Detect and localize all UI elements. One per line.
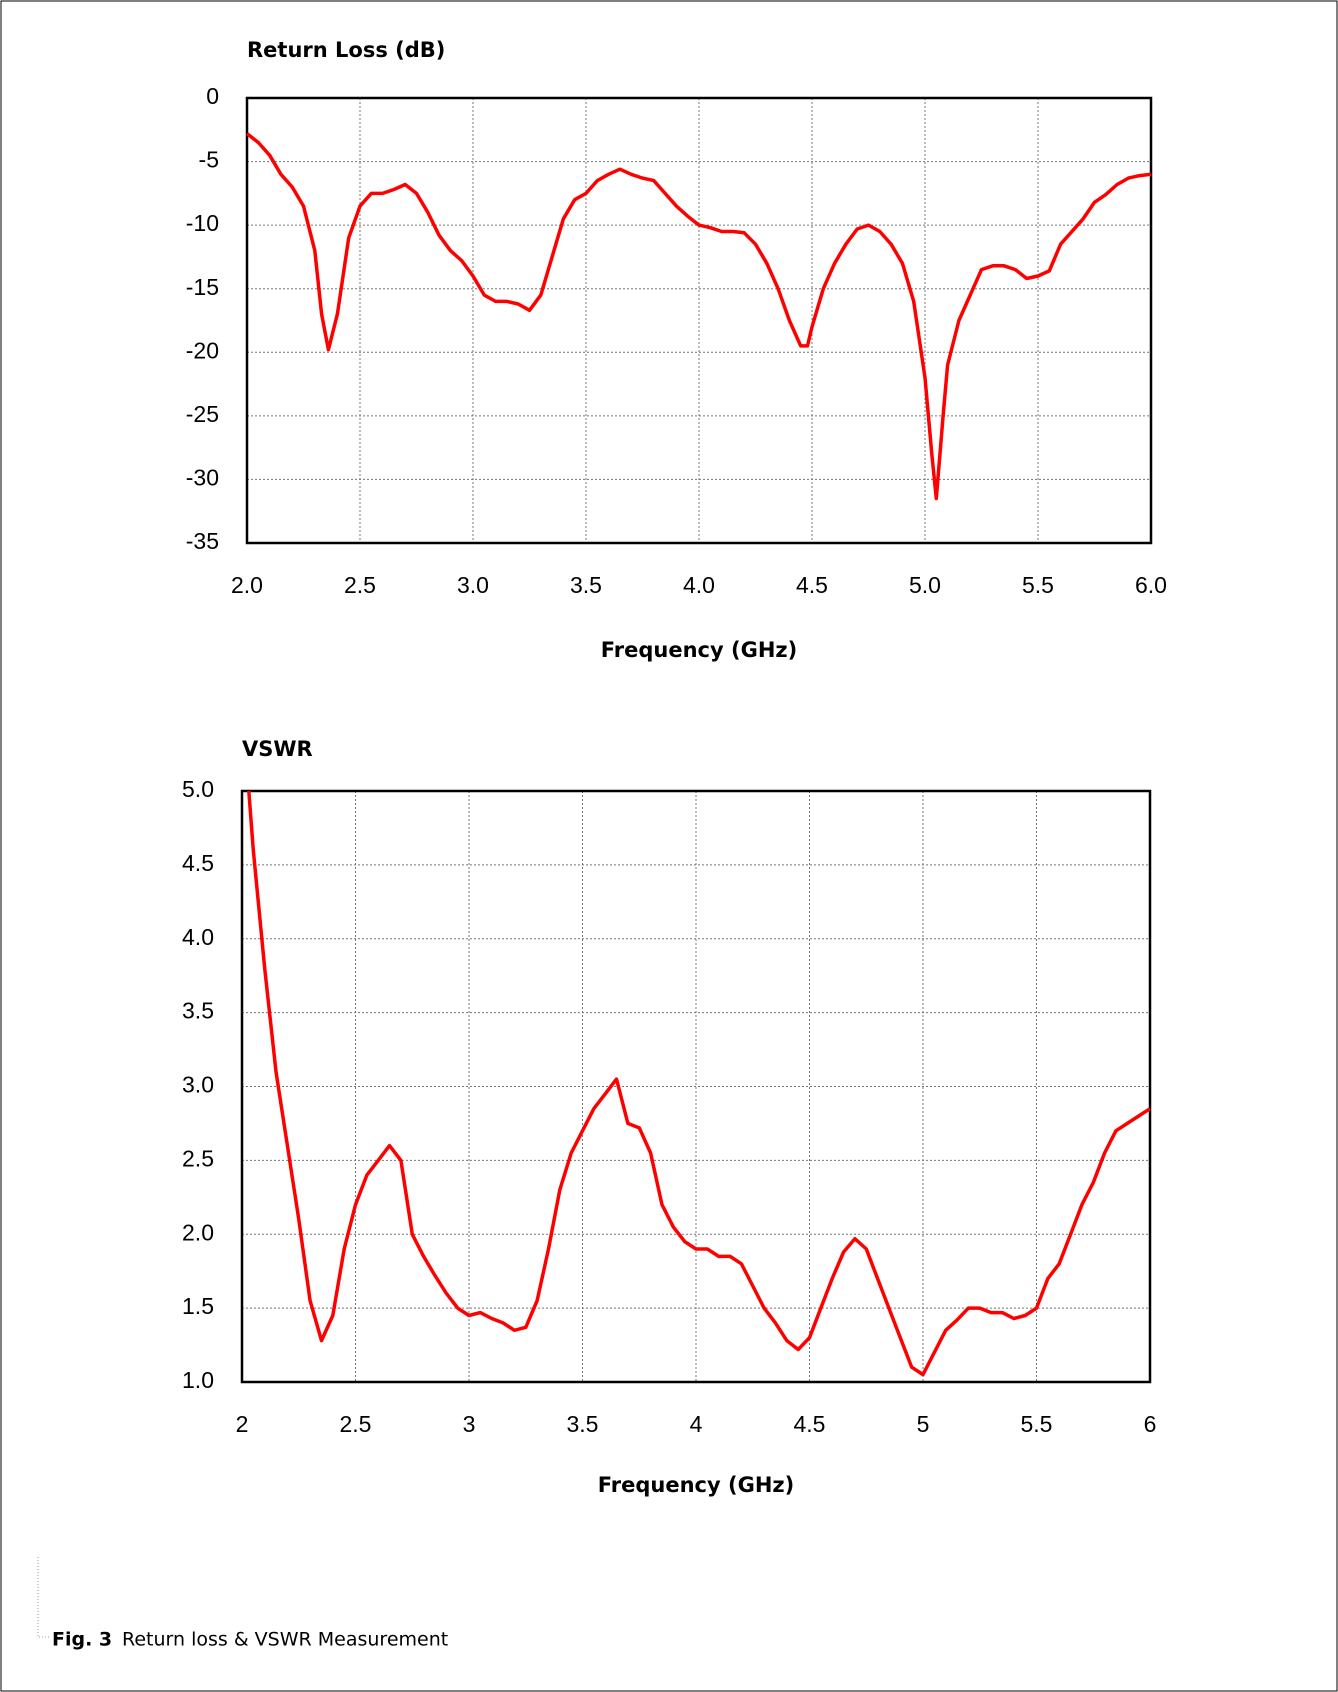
y-tick-label: -20 (186, 337, 219, 363)
x-tick-label: 2.0 (231, 572, 263, 598)
y-tick-label: -5 (199, 147, 219, 173)
x-tick-label: 2 (236, 1411, 249, 1437)
y-tick-label: -15 (186, 274, 219, 300)
y-tick-label: -35 (186, 528, 219, 554)
x-axis-label: Frequency (GHz) (601, 638, 797, 662)
x-tick-label: 4.5 (794, 1411, 826, 1437)
y-tick-label: 1.5 (182, 1293, 214, 1319)
y-tick-label: 5.0 (182, 776, 214, 802)
x-tick-label: 3 (463, 1411, 476, 1437)
x-tick-label: 4 (690, 1411, 703, 1437)
x-tick-label: 3.0 (457, 572, 489, 598)
chart-title: VSWR (242, 737, 313, 761)
y-tick-label: -10 (186, 210, 219, 236)
y-tick-label: 3.0 (182, 1072, 214, 1098)
caption-text: Return loss & VSWR Measurement (122, 1629, 448, 1651)
y-tick-label: 1.0 (182, 1367, 214, 1393)
data-line (247, 790, 1151, 1377)
y-tick-label: -25 (186, 401, 219, 427)
caption-marker (37, 1557, 50, 1638)
x-tick-label: 6 (1144, 1411, 1157, 1437)
x-tick-label: 5 (917, 1411, 930, 1437)
x-tick-label: 4.5 (796, 572, 828, 598)
caption-label: Fig. 3 (52, 1629, 112, 1651)
x-axis-label: Frequency (GHz) (598, 1473, 794, 1497)
x-tick-label: 2.5 (340, 1411, 372, 1437)
x-tick-label: 2.5 (344, 572, 376, 598)
data-line (245, 132, 1152, 501)
x-tick-label: 4.0 (683, 572, 715, 598)
plot-frame (245, 96, 1153, 545)
y-tick-label: 0 (206, 83, 219, 109)
x-tick-label: 3.5 (570, 572, 602, 598)
x-tick-label: 5.5 (1021, 1411, 1053, 1437)
y-tick-label: 4.5 (182, 850, 214, 876)
plot-frame (240, 789, 1152, 1384)
x-tick-label: 5.0 (909, 572, 941, 598)
x-tick-label: 5.5 (1022, 572, 1054, 598)
y-tick-label: -30 (186, 465, 219, 491)
y-tick-label: 2.0 (182, 1219, 214, 1245)
chart-title: Return Loss (dB) (247, 38, 445, 62)
x-tick-label: 3.5 (567, 1411, 599, 1437)
x-tick-label: 6.0 (1135, 572, 1167, 598)
y-tick-label: 4.0 (182, 924, 214, 950)
y-tick-label: 3.5 (182, 998, 214, 1024)
y-tick-label: 2.5 (182, 1145, 214, 1171)
